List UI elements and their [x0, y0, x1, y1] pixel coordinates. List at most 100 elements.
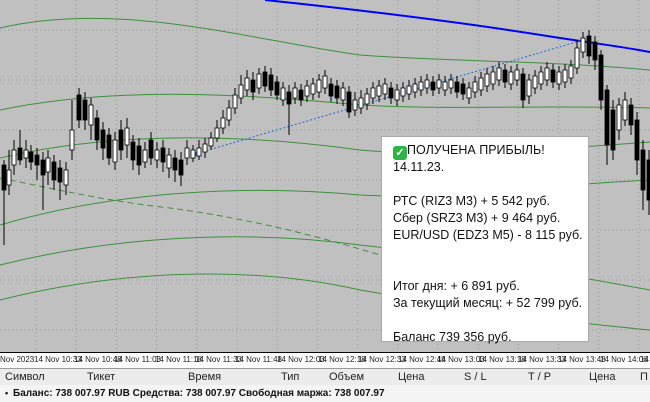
candle-body [382, 83, 388, 95]
trade-label: EUR/USD (EDZ3 M5) [393, 228, 514, 242]
candle-body [604, 89, 610, 146]
col-symbol[interactable]: Символ [5, 371, 45, 383]
candle-body [442, 81, 448, 91]
candle-body [106, 134, 112, 159]
time-axis-label: 14 No [640, 355, 650, 364]
time-axis-label: 14 Nov 11:03 [114, 355, 161, 364]
col-sl[interactable]: S / L [464, 371, 487, 383]
candle-body [598, 54, 604, 101]
trade-table-header: Символ Тикет Время Тип Объем Цена S / L … [0, 368, 650, 386]
candle-body [256, 73, 262, 89]
candle-body [63, 169, 69, 186]
candle-body [238, 84, 244, 99]
candle-body [358, 97, 364, 109]
trade-value: + 5 542 руб. [480, 194, 551, 208]
time-axis-label: 14 Nov 12:33 [358, 355, 406, 364]
candle-body [148, 139, 154, 159]
candle-body [34, 154, 40, 166]
candle-body [184, 147, 190, 159]
indicator-band [0, 17, 650, 71]
candle-body [616, 104, 622, 131]
time-axis-label: 14 Nov 14:06 [600, 355, 648, 364]
title-text: ПОЛУЧЕНА ПРИБЫЛЬ! [407, 143, 545, 157]
col-type[interactable]: Тип [281, 371, 300, 383]
candle-body [94, 117, 100, 141]
candle-body [424, 79, 430, 89]
day-total-value: + 6 891 руб. [450, 279, 520, 293]
candle-body [418, 81, 424, 91]
candle-body [172, 157, 178, 171]
candle-body [400, 87, 406, 97]
candle-body [17, 147, 23, 161]
check-icon: ✓ [393, 146, 407, 160]
candle-body [436, 79, 442, 89]
candle-body [166, 154, 172, 169]
candle-body [334, 85, 340, 99]
candle-body [208, 137, 214, 147]
candle-body [28, 151, 34, 163]
time-axis-label: 14 Nov 11:48 [235, 355, 282, 364]
candle-body [322, 75, 328, 89]
time-axis-label: 14 Nov 10:48 [74, 355, 122, 364]
candle-body [352, 99, 358, 111]
balance-status-text: Баланс: 738 007.97 RUB Средства: 738 007… [13, 388, 385, 399]
candle-body [346, 91, 352, 113]
balance-label: Баланс [393, 330, 436, 344]
candle-body [496, 67, 502, 81]
candle-body [316, 79, 322, 93]
candle-body [23, 149, 29, 159]
candle-body [490, 71, 496, 85]
col-profit[interactable]: П [640, 371, 648, 383]
candle-body [69, 129, 75, 151]
col-current-price[interactable]: Цена [589, 371, 616, 383]
candle-body [45, 157, 51, 173]
col-tp[interactable]: T / P [528, 371, 552, 383]
indicator-band-dashed [0, 177, 381, 256]
candle-body [592, 41, 598, 61]
candle-body [124, 127, 130, 146]
col-price[interactable]: Цена [398, 371, 425, 383]
trade-value: + 9 464 руб. [491, 211, 561, 225]
candle-body [574, 47, 580, 69]
candle-body [268, 74, 274, 91]
col-volume[interactable]: Объем [329, 371, 365, 383]
candle-body [430, 81, 436, 91]
time-axis-label: 14 Nov 11:18 [155, 355, 202, 364]
candle-body [244, 77, 250, 91]
candle-body [142, 149, 148, 163]
candle-body [340, 87, 346, 101]
candle-body [394, 89, 400, 101]
col-ticket[interactable]: Тикет [87, 371, 116, 383]
candle-body [1, 164, 7, 191]
candle-body [280, 87, 286, 101]
candle-body [568, 65, 574, 79]
time-axis-label: 14 Nov 13:18 [478, 355, 526, 364]
candle-body [622, 99, 628, 121]
candle-body [448, 79, 454, 89]
candle-body [160, 147, 166, 163]
candle-body [250, 79, 256, 93]
candle-body [190, 149, 196, 159]
candle-body [112, 139, 118, 163]
day-total: Итог дня: + 6 891 руб. [393, 278, 588, 295]
trade-line [194, 39, 584, 155]
candle-body [376, 85, 382, 97]
time-axis: Nov 2023 14 Nov 10:33 14 Nov 10:48 14 Nov 1… [0, 352, 650, 369]
time-axis-label: Nov 2023 [0, 355, 35, 364]
candle-body [646, 159, 650, 201]
candle-body [550, 69, 556, 83]
candle-body [118, 129, 124, 151]
candle-body [610, 109, 616, 151]
price-chart-canvas [0, 0, 650, 352]
balance-value: 739 356 руб. [439, 330, 512, 344]
time-axis-label: 14 Nov 12:18 [318, 355, 366, 364]
candle-body [274, 81, 280, 96]
col-time[interactable]: Время [188, 371, 222, 383]
trade-label: РТС (RIZ3 M3) [393, 194, 478, 208]
candle-body [472, 81, 478, 93]
day-total-label: Итог дня: [393, 279, 447, 293]
candle-body [100, 129, 106, 149]
candle-body [406, 85, 412, 95]
candle-body [304, 85, 310, 97]
candle-body [484, 73, 490, 87]
